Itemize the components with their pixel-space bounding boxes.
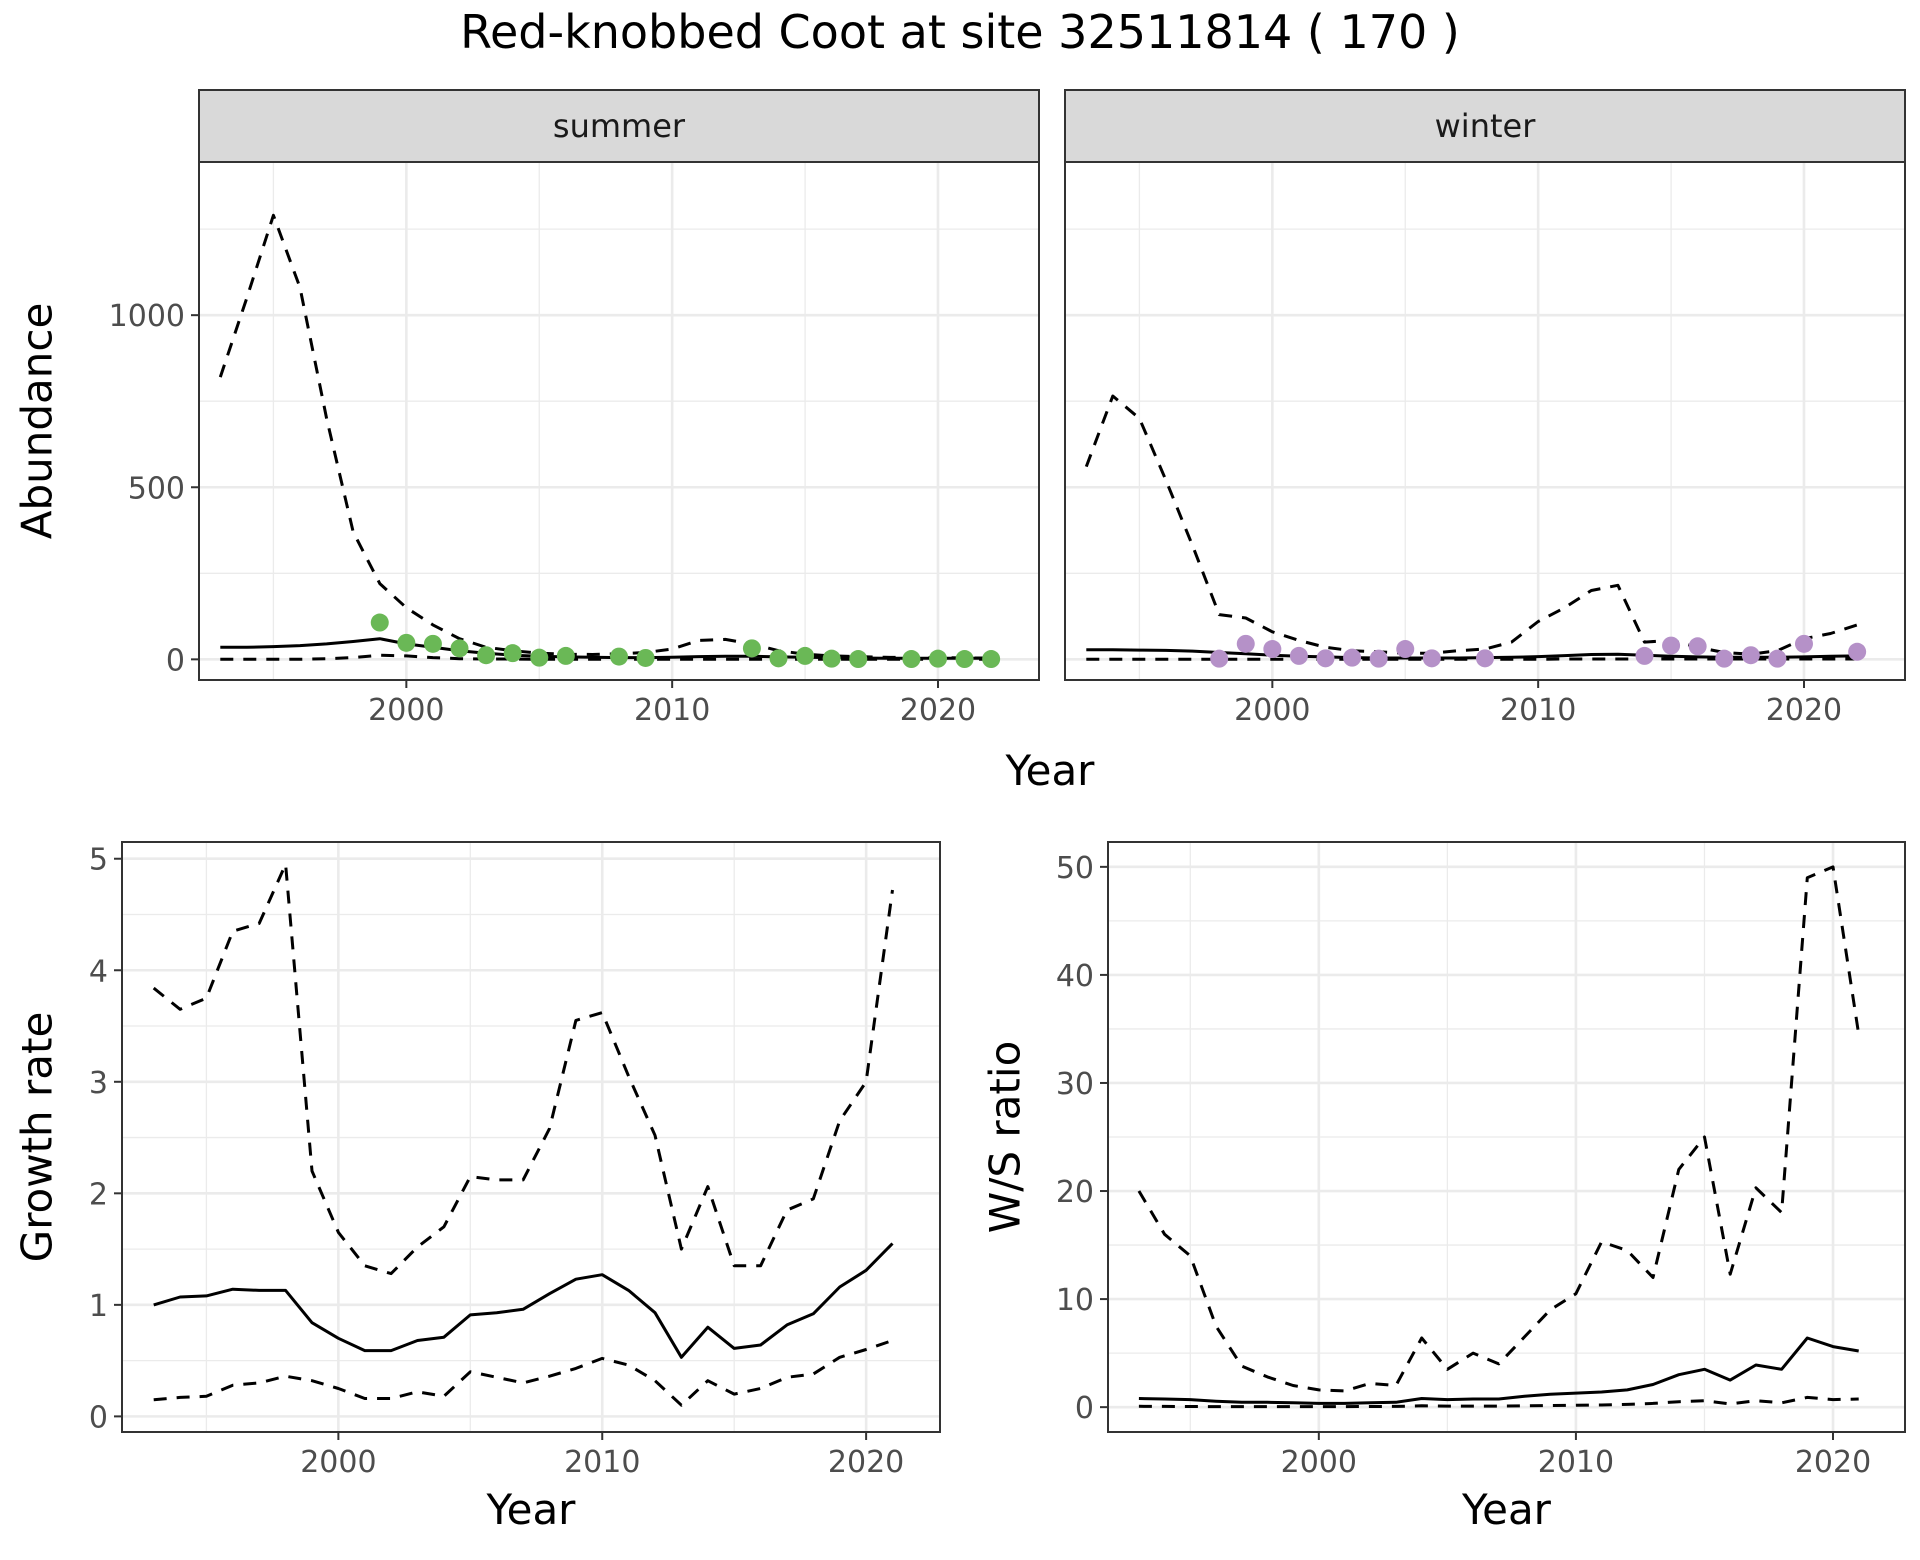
data-point [1396,640,1415,659]
data-point [796,646,815,665]
series-line-solid [1138,1336,1859,1405]
x-tick-label: 2000 [300,1445,376,1480]
data-point [902,650,921,669]
panel-border [121,841,941,1433]
data-point [1369,649,1388,668]
data-point [397,633,416,652]
series-line-solid [153,1242,894,1359]
y-axis-title: Growth rate [13,1012,62,1263]
data-point [1794,634,1813,653]
data-point [1688,637,1707,656]
panel-ratio: 2000 2010 2020 0 10 20 30 40 50 W/S ratio Year [981,841,1906,1534]
panel-winter: winter 2000 2010 2020 [1064,89,1906,728]
data-point [1768,649,1787,668]
x-tick-label: 2020 [900,693,976,728]
data-point [1316,649,1335,668]
panel-summer: summer 2000 2010 2020 0 500 1000 Abundance [13,89,1040,728]
series-line-dashed [152,862,894,1276]
x-tick-label: 2010 [1500,693,1576,728]
facet-strip [198,89,1040,163]
y-tick-label: 3 [89,1066,108,1101]
data-point [1343,648,1362,667]
y-tick-label: 50 [1056,851,1094,886]
x-tick-label: 2020 [828,1445,904,1480]
y-axis-title: Abundance [13,303,62,540]
x-axis-title: Year [486,1485,577,1534]
data-point [1422,649,1441,668]
y-tick-label: 2 [89,1177,108,1212]
plot-background [1065,162,1905,680]
facet-strip-label: summer [553,107,686,145]
x-tick-label: 2000 [368,693,444,728]
data-point [1635,646,1654,665]
y-tick-label: 0 [1075,1391,1094,1426]
figure-title: Red-knobbed Coot at site 32511814 ( 170 … [460,5,1460,59]
data-point [610,647,628,666]
y-tick-label: 0 [166,643,185,678]
data-point [1848,642,1867,661]
y-tick-label: 10 [1056,1283,1094,1318]
data-point [556,646,575,665]
data-point [1236,634,1255,653]
y-tick-label: 1000 [109,299,185,334]
data-point [530,648,549,667]
data-point [370,613,389,632]
y-tick-label: 500 [128,471,185,506]
series-line-dashed [1084,394,1858,656]
x-tick-label: 2000 [1234,693,1310,728]
series-line-dashed [1138,1395,1859,1409]
series-line-dashed [153,1339,893,1407]
data-point [1263,640,1282,659]
data-point [636,648,655,667]
x-tick-label: 2000 [1281,1445,1357,1480]
y-tick-label: 1 [89,1289,108,1324]
data-point [450,639,469,658]
facet-strip-label: winter [1435,107,1537,145]
series-line-dashed [1137,865,1861,1393]
y-axis-title: W/S ratio [981,1041,1030,1234]
x-tick-label: 2010 [634,693,710,728]
plot-background [199,162,1039,680]
x-tick-label: 2020 [1766,693,1842,728]
data-point [928,649,947,668]
data-point [1662,636,1681,655]
shared-x-axis-title: Year [1005,746,1096,795]
x-axis-title: Year [1461,1485,1552,1534]
data-point [822,649,841,668]
data-point [849,650,868,669]
x-tick-label: 2010 [564,1445,640,1480]
y-tick-label: 0 [89,1400,108,1435]
y-tick-label: 30 [1056,1067,1094,1102]
panel-border [1107,841,1906,1433]
y-tick-label: 20 [1056,1175,1094,1210]
x-tick-label: 2010 [1538,1445,1614,1480]
data-point [982,650,1001,669]
panel-growth: 2000 2010 2020 0 1 2 3 4 5 Growth rate Year [13,841,941,1534]
data-point [423,634,442,653]
y-tick-label: 5 [89,843,108,878]
data-point [477,646,496,665]
data-point [1476,649,1494,668]
data-point [1210,649,1229,668]
data-point [1741,646,1760,665]
data-point [1289,646,1308,665]
data-point [1715,649,1734,668]
y-tick-label: 40 [1056,959,1094,994]
data-point [955,650,974,669]
data-point [742,639,761,658]
facet-strip [1064,89,1906,163]
data-point [769,649,788,668]
x-tick-label: 2020 [1795,1445,1871,1480]
y-tick-label: 4 [89,954,108,989]
data-point [503,644,522,663]
